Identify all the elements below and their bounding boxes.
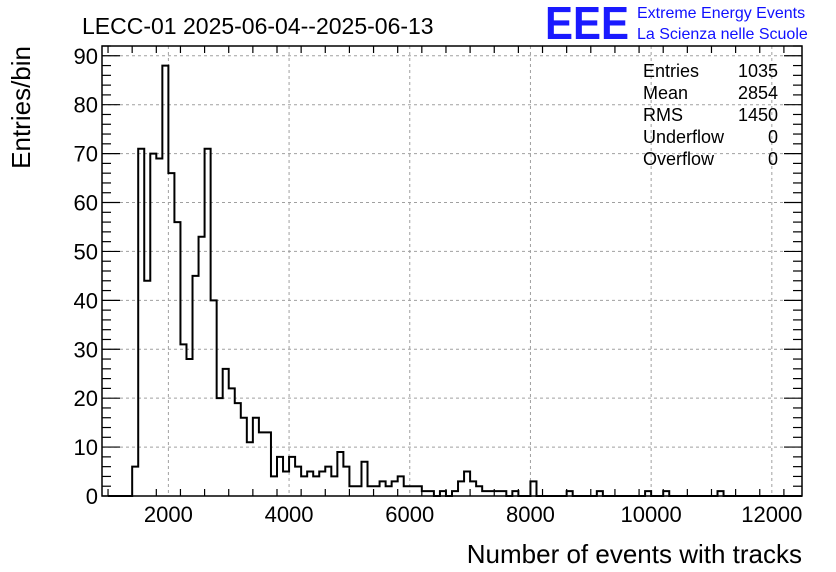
- stat-overflow-value: 0: [768, 149, 778, 169]
- y-tick-label-90: 90: [74, 44, 98, 69]
- y-tick-label-10: 10: [74, 435, 98, 460]
- x-tick-label-10000: 10000: [621, 502, 682, 527]
- stat-rms-value: 1450: [738, 105, 778, 125]
- histogram-step-line: [108, 64, 802, 497]
- y-tick-label-20: 20: [74, 386, 98, 411]
- stat-underflow-label: Underflow: [643, 127, 725, 147]
- y-tick-label-70: 70: [74, 142, 98, 167]
- chart-title: LECC-01 2025-06-04--2025-06-13: [82, 13, 434, 39]
- axis-ticks: [102, 45, 802, 497]
- logo-line-1: Extreme Energy Events: [637, 5, 805, 22]
- y-tick-label-0: 0: [86, 484, 98, 509]
- grid-lines: [102, 46, 802, 496]
- y-tick-label-50: 50: [74, 239, 98, 264]
- x-tick-label-6000: 6000: [385, 502, 434, 527]
- x-tick-label-12000: 12000: [741, 502, 802, 527]
- x-tick-label-4000: 4000: [265, 502, 314, 527]
- x-tick-label-2000: 2000: [144, 502, 193, 527]
- stat-mean-value: 2854: [738, 83, 778, 103]
- stat-overflow-label: Overflow: [643, 149, 715, 169]
- stat-underflow-value: 0: [768, 127, 778, 147]
- y-tick-label-40: 40: [74, 288, 98, 313]
- eee-logo-mark: EEE: [545, 0, 629, 49]
- stat-entries-value: 1035: [738, 61, 778, 81]
- x-tick-label-8000: 8000: [506, 502, 555, 527]
- eee-logo: EEE Extreme Energy Events La Scienza nel…: [545, 0, 808, 49]
- y-axis-label: Entries/bin: [6, 46, 36, 169]
- logo-line-2: La Scienza nelle Scuole: [637, 26, 808, 43]
- y-tick-label-30: 30: [74, 337, 98, 362]
- x-tick-labels: 2000 4000 6000 8000 10000 12000: [144, 502, 803, 527]
- y-tick-labels: 0 10 20 30 40 50 60 70 80 90: [74, 44, 98, 509]
- stats-box: Entries 1035 Mean 2854 RMS 1450 Underflo…: [643, 61, 778, 169]
- y-tick-label-80: 80: [74, 93, 98, 118]
- stat-rms-label: RMS: [643, 105, 683, 125]
- stat-mean-label: Mean: [643, 83, 688, 103]
- plot-frame: [101, 45, 803, 497]
- y-tick-label-60: 60: [74, 191, 98, 216]
- stat-entries-label: Entries: [643, 61, 699, 81]
- x-axis-label: Number of events with tracks: [467, 539, 802, 569]
